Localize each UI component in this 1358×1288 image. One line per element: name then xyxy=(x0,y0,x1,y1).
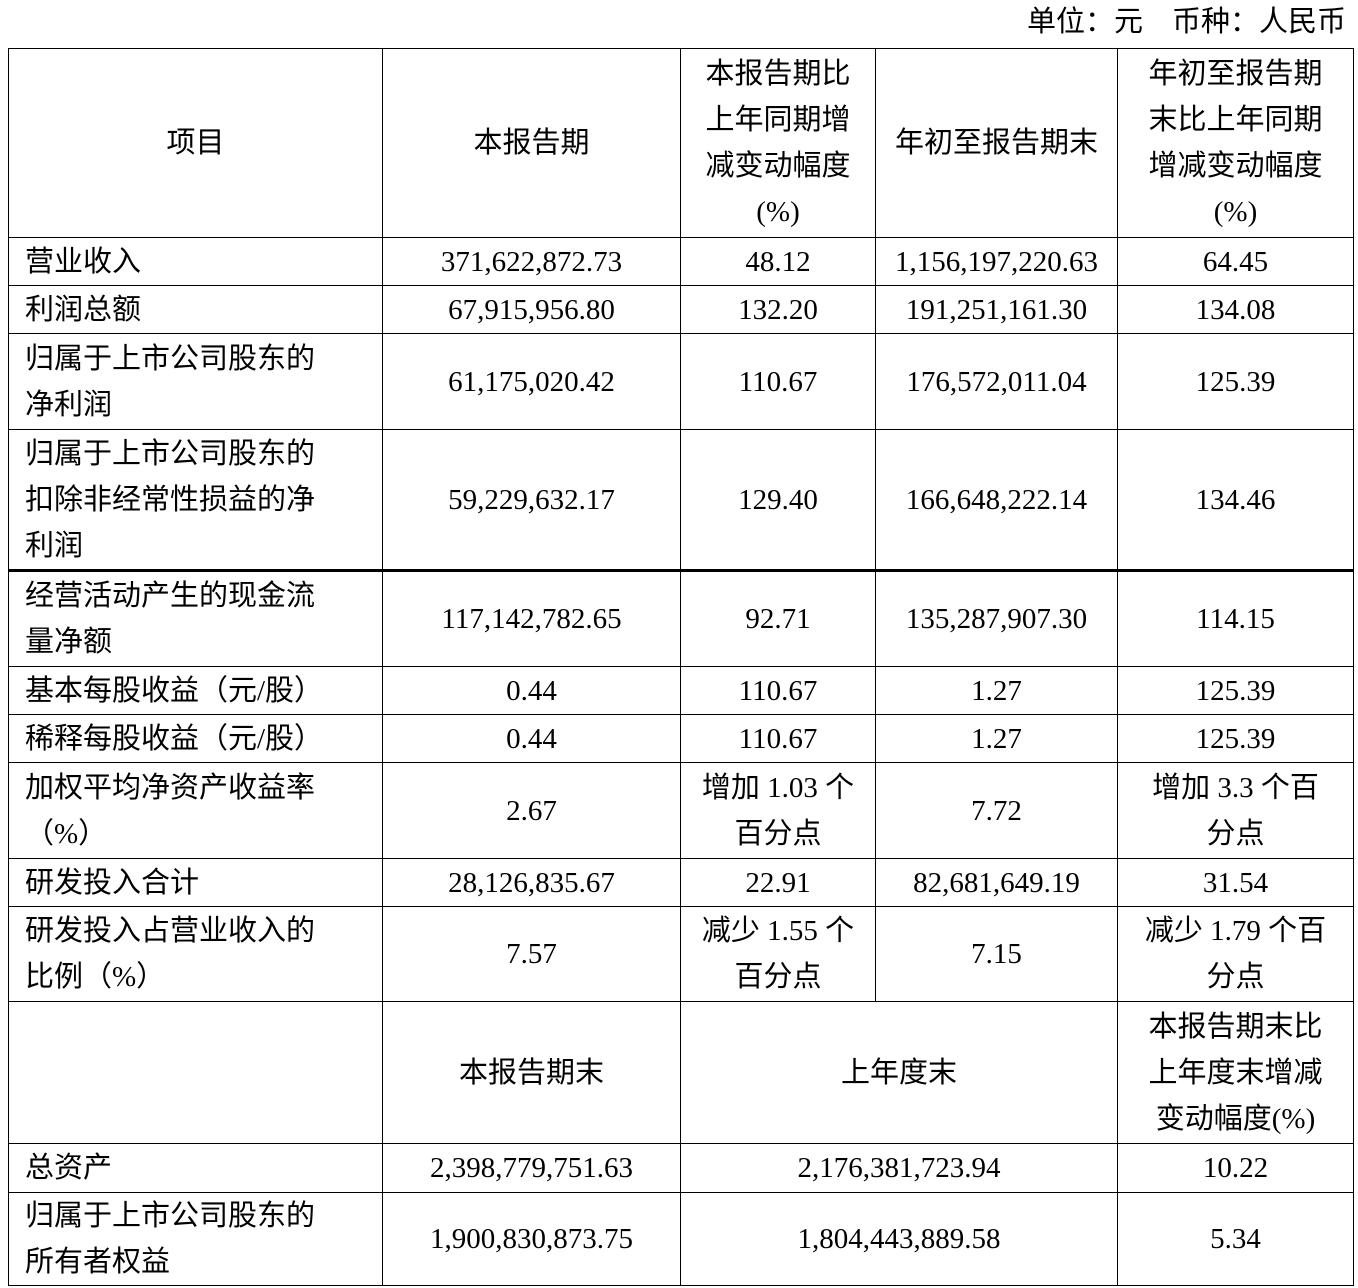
value-cell: 年初至报告期末 xyxy=(875,48,1118,238)
value-cell: 166,648,222.14 xyxy=(875,429,1118,571)
row-label-cell: 经营活动产生的现金流 量净额 xyxy=(8,569,383,667)
row-label-cell xyxy=(8,1001,383,1144)
value-cell: 1,900,830,873.75 xyxy=(382,1192,681,1286)
value-cell: 92.71 xyxy=(680,569,876,667)
table-row: 营业收入 371,622,872.73 48.12 1,156,197,220.63 6… xyxy=(8,237,1354,286)
value-cell: 本报告期末 xyxy=(382,1001,681,1144)
value-cell: 28,126,835.67 xyxy=(382,858,681,907)
header-row: 项目 本报告期 本报告期比 上年同期增 减变动幅度 (%) 年初至报告期末 年初至报告期… xyxy=(8,48,1354,238)
unit-label: 单位：元 币种：人民币 xyxy=(1026,6,1346,38)
row-label-cell: 归属于上市公司股东的 所有者权益 xyxy=(8,1192,383,1286)
value-cell: 132.20 xyxy=(680,285,876,334)
value-cell: 本报告期末比 上年度末增减 变动幅度(%) xyxy=(1117,1001,1354,1144)
table-row: 归属于上市公司股东的 所有者权益 1,900,830,873.75 1,804,44… xyxy=(8,1192,1354,1286)
value-cell: 114.15 xyxy=(1117,569,1354,667)
balance-header-row: 本报告期末 上年度末 本报告期末比 上年度末增减 变动幅度(%) xyxy=(8,1001,1354,1144)
value-cell: 增加 1.03 个 百分点 xyxy=(680,762,876,859)
value-cell: 7.57 xyxy=(382,906,681,1002)
value-cell: 134.08 xyxy=(1117,285,1354,334)
row-label-cell: 稀释每股收益（元/股） xyxy=(8,714,383,763)
table-row: 研发投入合计 28,126,835.67 22.91 82,681,649.19 31.… xyxy=(8,858,1354,907)
row-label-cell: 总资产 xyxy=(8,1143,383,1193)
value-cell: 371,622,872.73 xyxy=(382,237,681,286)
value-cell: 135,287,907.30 xyxy=(875,569,1118,667)
table-row: 基本每股收益（元/股） 0.44 110.67 1.27 125.39 xyxy=(8,666,1354,715)
value-cell: 减少 1.55 个 百分点 xyxy=(680,906,876,1002)
table-row: 利润总额 67,915,956.80 132.20 191,251,161.30 134… xyxy=(8,285,1354,334)
value-cell: 31.54 xyxy=(1117,858,1354,907)
row-label-cell: 营业收入 xyxy=(8,237,383,286)
value-cell: 减少 1.79 个百 分点 xyxy=(1117,906,1354,1002)
value-cell: 176,572,011.04 xyxy=(875,333,1118,430)
value-cell: 129.40 xyxy=(680,429,876,571)
row-label-cell: 归属于上市公司股东的 净利润 xyxy=(8,333,383,430)
value-cell: 本报告期比 上年同期增 减变动幅度 (%) xyxy=(680,48,876,238)
table-row: 加权平均净资产收益率 （%） 2.67 增加 1.03 个 百分点 7.72 增加 3.… xyxy=(8,762,1354,859)
table-row: 研发投入占营业收入的 比例（%） 7.57 减少 1.55 个 百分点 7.15 减少 … xyxy=(8,906,1354,1002)
table-row: 总资产 2,398,779,751.63 2,176,381,723.94 10.22 xyxy=(8,1143,1354,1193)
financial-summary-table: 项目 本报告期 本报告期比 上年同期增 减变动幅度 (%) 年初至报告期末 年初至报告期… xyxy=(8,48,1354,1286)
table-row: 稀释每股收益（元/股） 0.44 110.67 1.27 125.39 xyxy=(8,714,1354,763)
value-cell: 2,176,381,723.94 xyxy=(680,1143,1118,1193)
value-cell: 67,915,956.80 xyxy=(382,285,681,334)
row-label-cell: 研发投入合计 xyxy=(8,858,383,907)
value-cell: 134.46 xyxy=(1117,429,1354,571)
value-cell: 1,804,443,889.58 xyxy=(680,1192,1118,1286)
value-cell: 年初至报告期 末比上年同期 增减变动幅度 (%) xyxy=(1117,48,1354,238)
value-cell: 7.72 xyxy=(875,762,1118,859)
value-cell: 48.12 xyxy=(680,237,876,286)
value-cell: 2,398,779,751.63 xyxy=(382,1143,681,1193)
value-cell: 117,142,782.65 xyxy=(382,569,681,667)
value-cell: 110.67 xyxy=(680,666,876,715)
row-label-cell: 研发投入占营业收入的 比例（%） xyxy=(8,906,383,1002)
value-cell: 64.45 xyxy=(1117,237,1354,286)
row-label-cell: 归属于上市公司股东的 扣除非经常性损益的净 利润 xyxy=(8,429,383,571)
value-cell: 0.44 xyxy=(382,714,681,763)
row-label-cell: 利润总额 xyxy=(8,285,383,334)
value-cell: 0.44 xyxy=(382,666,681,715)
value-cell: 7.15 xyxy=(875,906,1118,1002)
row-label-cell: 加权平均净资产收益率 （%） xyxy=(8,762,383,859)
value-cell: 125.39 xyxy=(1117,333,1354,430)
value-cell: 22.91 xyxy=(680,858,876,907)
value-cell: 10.22 xyxy=(1117,1143,1354,1193)
value-cell: 5.34 xyxy=(1117,1192,1354,1286)
value-cell: 1.27 xyxy=(875,714,1118,763)
row-label-cell: 项目 xyxy=(8,48,383,238)
value-cell: 110.67 xyxy=(680,333,876,430)
value-cell: 191,251,161.30 xyxy=(875,285,1118,334)
value-cell: 82,681,649.19 xyxy=(875,858,1118,907)
table-row: 归属于上市公司股东的 净利润 61,175,020.42 110.67 176,572… xyxy=(8,333,1354,430)
table-row: 归属于上市公司股东的 扣除非经常性损益的净 利润 59,229,632.17 129… xyxy=(8,429,1354,571)
value-cell: 125.39 xyxy=(1117,666,1354,715)
value-cell: 上年度末 xyxy=(680,1001,1118,1144)
value-cell: 125.39 xyxy=(1117,714,1354,763)
value-cell: 1.27 xyxy=(875,666,1118,715)
value-cell: 本报告期 xyxy=(382,48,681,238)
value-cell: 110.67 xyxy=(680,714,876,763)
value-cell: 1,156,197,220.63 xyxy=(875,237,1118,286)
value-cell: 61,175,020.42 xyxy=(382,333,681,430)
row-label-cell: 基本每股收益（元/股） xyxy=(8,666,383,715)
table-row: 经营活动产生的现金流 量净额 117,142,782.65 92.71 135,287… xyxy=(8,569,1354,667)
value-cell: 59,229,632.17 xyxy=(382,429,681,571)
value-cell: 增加 3.3 个百 分点 xyxy=(1117,762,1354,859)
value-cell: 2.67 xyxy=(382,762,681,859)
